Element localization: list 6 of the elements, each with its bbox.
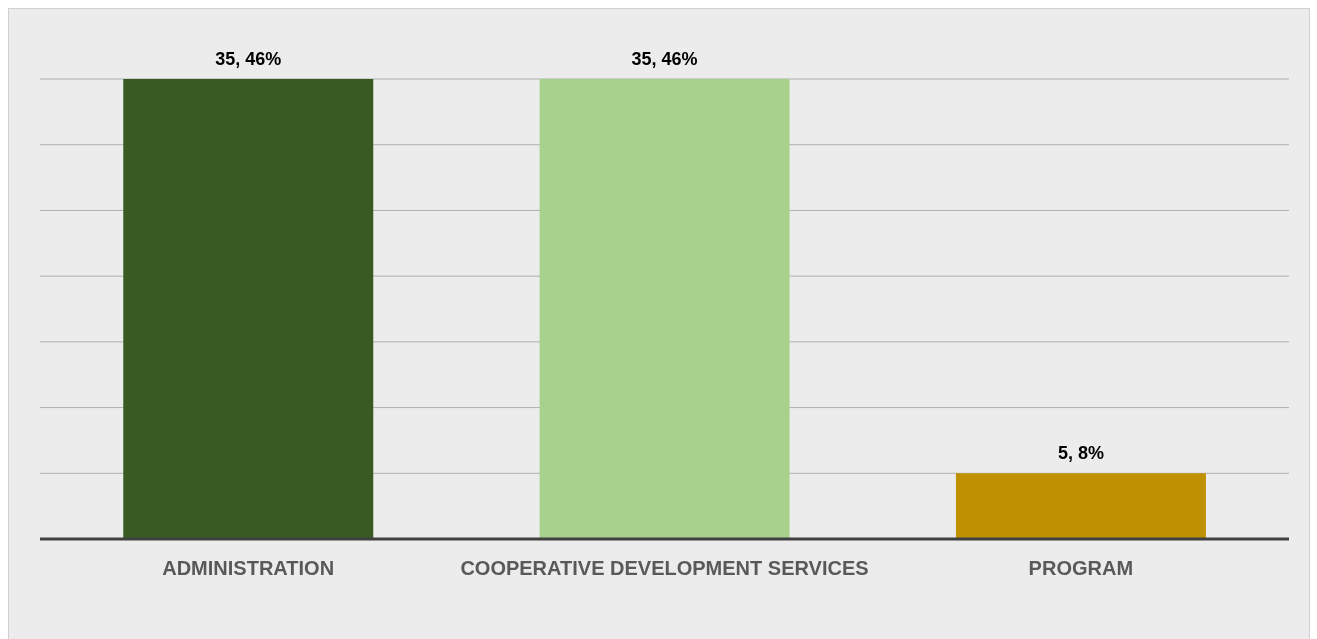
x-tick-label: ADMINISTRATION bbox=[162, 557, 335, 580]
data-label: 35, 46% bbox=[215, 49, 282, 69]
x-tick-label: COOPERATIVE DEVELOPMENT SERVICES bbox=[460, 557, 869, 580]
data-label: 35, 46% bbox=[631, 49, 698, 69]
data-label: 5, 8% bbox=[1057, 443, 1104, 464]
x-tick-label: PROGRAM bbox=[1028, 557, 1134, 580]
